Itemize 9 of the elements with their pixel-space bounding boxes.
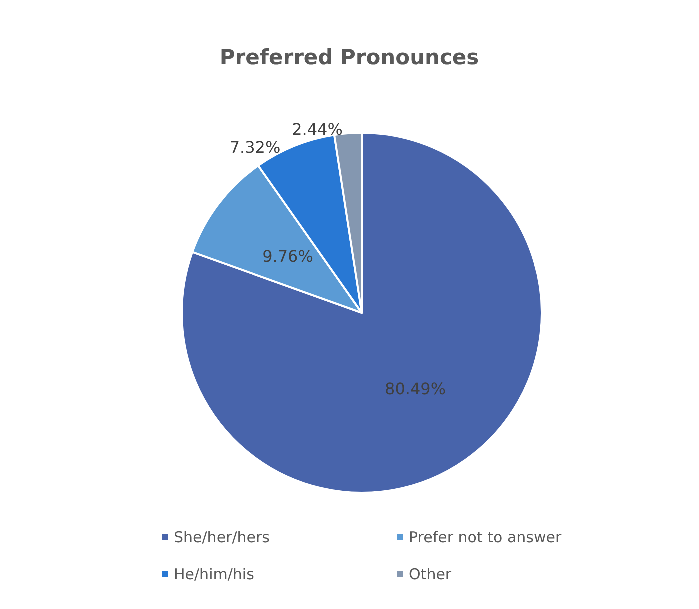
data-label: 7.32% — [230, 138, 281, 158]
chart-title: Preferred Pronounces — [220, 46, 480, 70]
data-label: 80.49% — [385, 380, 446, 399]
legend-label: He/him/his — [174, 566, 255, 584]
data-label: 2.44% — [292, 120, 343, 140]
legend-label: Other — [409, 566, 452, 584]
data-label: 9.76% — [262, 247, 314, 266]
legend-label: She/her/hers — [174, 528, 270, 546]
legend-label: Prefer not to answer — [409, 528, 562, 546]
